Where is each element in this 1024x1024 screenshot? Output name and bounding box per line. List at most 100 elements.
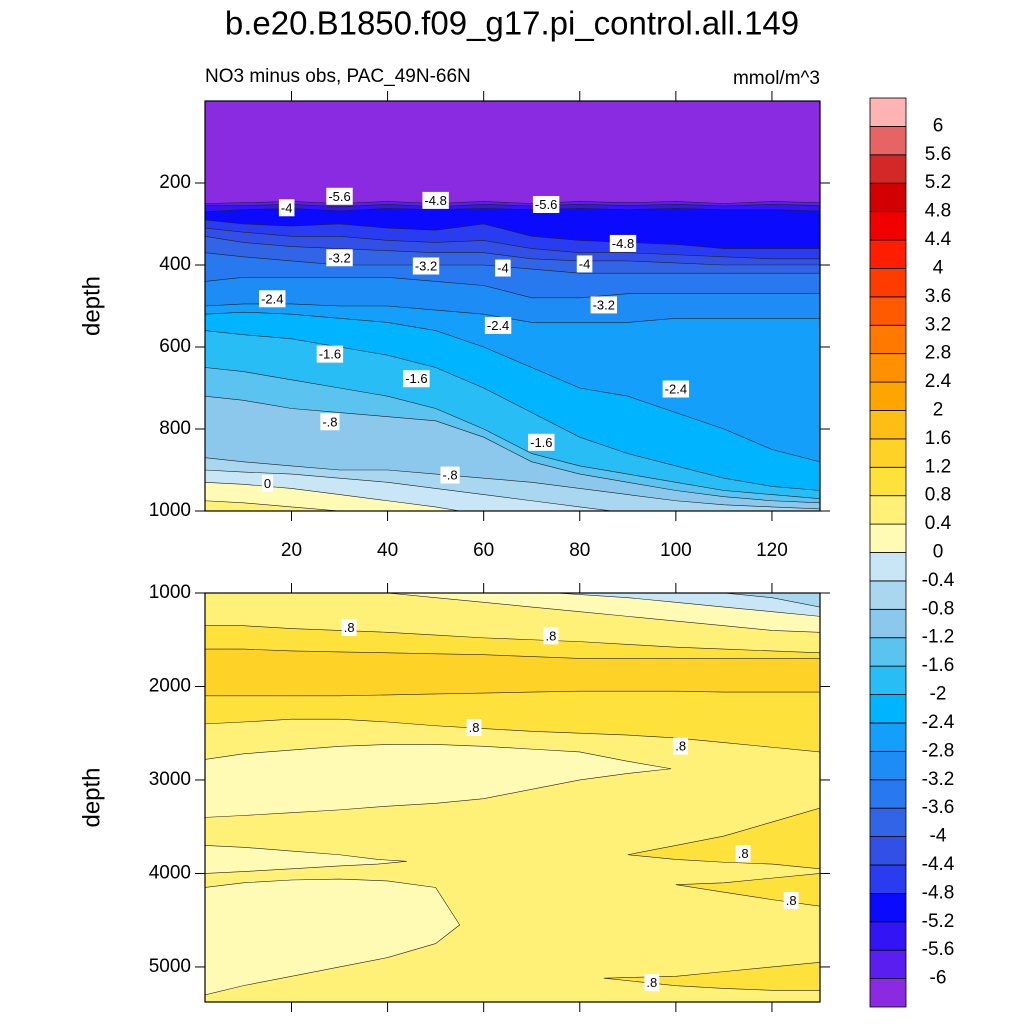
subtitle: NO3 minus obs, PAC_49N-66N [205,66,471,87]
colorbar-label: -3.6 [922,797,955,818]
y-tick-label: 400 [159,254,191,275]
chart-title: b.e20.B1850.f09_g17.pi_control.all.149 [225,5,799,42]
colorbar-box [869,239,907,269]
colorbar-box [869,637,907,667]
contour-label-bg [261,474,274,492]
contour-label-bg [783,891,799,909]
contour-label: .8 [469,720,480,735]
contour-label-bg [259,290,286,308]
colorbar-box [869,836,907,866]
colorbar-box [869,410,907,440]
colorbar-box [869,750,907,781]
colorbar-label: 6 [933,115,944,136]
contour-label-bg [590,296,617,314]
colorbar-label: 1.6 [925,428,951,449]
colorbar-box [869,466,907,497]
y-axis-label: depth [78,767,105,827]
contour-band [205,500,344,511]
contour-label: -1.6 [319,347,341,362]
plot-frame [204,100,821,512]
contour-label: -.8 [442,468,457,483]
contour-label: -1.6 [530,435,552,450]
colorbar-label: 0.8 [925,485,951,506]
contour-label-bg [326,249,353,267]
colorbar-label: -4 [930,826,947,847]
contour-label: -2.4 [487,318,509,333]
contour-band [723,593,820,608]
x-tick-label: 60 [473,540,494,561]
contour-label: .8 [546,628,557,643]
colorbar-label: -4.8 [922,882,955,903]
colorbar-box [869,126,907,156]
y-tick-label: 5000 [149,956,191,977]
colorbar-box [869,438,907,468]
colorbar-box [869,665,907,695]
contour-label: -2.4 [261,291,283,306]
colorbar-label: 5.2 [925,172,951,193]
colorbar-box [869,694,907,724]
contour-label-bg [543,627,559,645]
plot-frame [204,592,821,1003]
y-tick-label: 600 [159,336,191,357]
y-tick-label: 800 [159,418,191,439]
contour-label: -4 [281,200,293,215]
x-tick-label: 120 [756,540,788,561]
colorbar-label: 0 [933,542,944,563]
colorbar-box [869,324,907,355]
x-tick-label: 20 [281,540,302,561]
colorbar-label: 1.2 [925,456,951,477]
contour-label: .8 [646,975,657,990]
contour-label-bg [735,845,751,863]
colorbar-box [869,779,907,809]
contour-label-bg [484,316,512,334]
colorbar-label: -0.4 [922,570,955,591]
contour-field [205,101,820,511]
contour-band [205,878,461,996]
contour-label-bg [609,234,637,252]
colorbar-label: 2.4 [925,371,952,392]
colorbar-label: -1.2 [922,627,955,648]
colorbar-box [869,580,907,610]
colorbar-box [869,949,907,979]
colorbar-label: -2.4 [922,712,955,733]
colorbar-label: -5.6 [922,939,955,960]
colorbar-label: -4.4 [922,854,955,875]
y-tick-label: 4000 [149,862,191,883]
contour-label: .8 [675,739,686,754]
colorbar-box [869,97,907,127]
colorbar-label: -6 [930,968,947,989]
contour-label: -4 [579,256,591,271]
contour-field [205,593,820,1002]
contour-label-bg [440,466,460,484]
units: mmol/m^3 [733,68,820,89]
colorbar-box [869,892,907,923]
contour-label-bg [403,370,430,388]
colorbar-box [869,864,907,894]
colorbar-label: -3.2 [922,769,955,790]
contour-band [627,807,820,870]
contour-label: .8 [344,620,355,635]
colorbar-box [869,722,907,752]
x-tick-label: 40 [377,540,398,561]
colorbar-label: 2.8 [925,343,951,364]
contour-label: -5.6 [328,189,350,204]
colorbar-box [869,495,907,525]
colorbar-label: 3.2 [925,314,951,335]
y-axis-label: depth [78,276,105,336]
contour-label-bg [673,737,689,755]
colorbar-label: -2.8 [922,740,955,761]
contour-label-bg [576,255,593,273]
contour-label: -2.4 [665,381,687,396]
contour-label-bg [326,187,353,205]
colorbar-box [869,978,907,1008]
contour-label: .8 [786,893,797,908]
contour-label: -3.2 [328,250,350,265]
contour-label: -5.6 [535,197,557,212]
y-tick-label: 1000 [149,500,191,521]
colorbar-label: -1.6 [922,655,955,676]
colorbar-box [869,268,907,298]
contour-band [205,744,672,818]
colorbar-box [869,211,907,241]
